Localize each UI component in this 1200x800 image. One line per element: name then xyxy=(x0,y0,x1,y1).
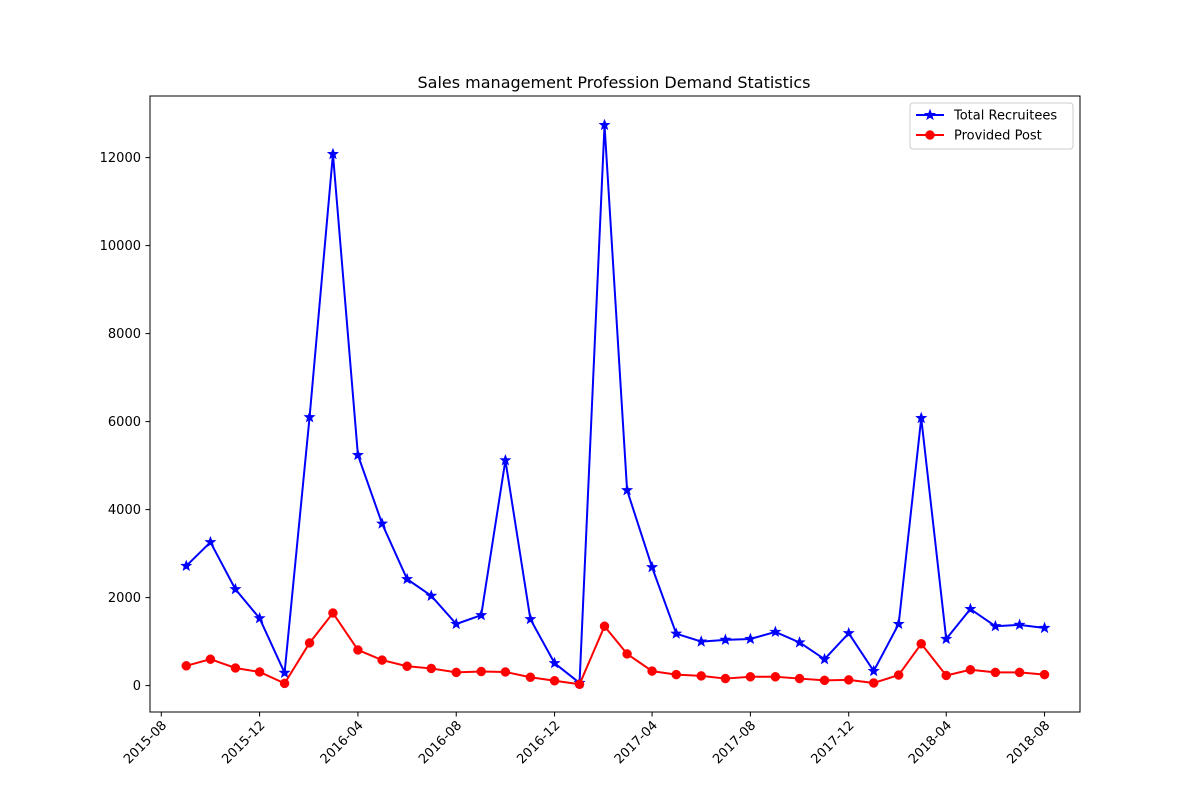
data-point-0-35 xyxy=(1038,621,1051,634)
series-line-0 xyxy=(185,124,1045,684)
data-point-0-34 xyxy=(1013,618,1026,631)
data-point-1-14 xyxy=(525,672,536,682)
data-point-0-1 xyxy=(204,535,217,548)
plot-area xyxy=(180,118,1051,690)
series-0 xyxy=(180,118,1051,689)
legend: Total Recruitees Provided Post xyxy=(909,102,1074,150)
y-tick-label: 6000 xyxy=(108,415,141,430)
data-point-1-33 xyxy=(990,667,1001,678)
data-point-1-12 xyxy=(476,666,486,677)
data-point-0-29 xyxy=(892,617,905,630)
data-point-1-18 xyxy=(622,649,632,659)
data-point-0-24 xyxy=(769,625,782,638)
data-point-0-12 xyxy=(475,608,488,621)
y-tick-label: 12000 xyxy=(100,151,141,166)
series-1 xyxy=(181,608,1050,690)
data-point-1-16 xyxy=(574,679,585,690)
chart-title: Sales management Profession Demand Stati… xyxy=(417,73,810,92)
legend-item-0: Total Recruitees xyxy=(916,109,1057,124)
data-point-1-0 xyxy=(181,661,192,671)
data-point-1-2 xyxy=(230,663,241,673)
y-tick-label: 10000 xyxy=(100,239,141,254)
data-point-0-3 xyxy=(253,611,266,624)
data-point-1-1 xyxy=(205,654,216,664)
y-tick-label: 8000 xyxy=(108,327,141,342)
data-point-1-34 xyxy=(1014,667,1025,678)
data-point-0-25 xyxy=(793,636,806,648)
data-point-1-35 xyxy=(1039,669,1050,680)
data-point-0-5 xyxy=(303,410,316,423)
data-point-1-4 xyxy=(279,678,290,689)
data-point-1-10 xyxy=(426,663,437,674)
legend-label: Provided Post xyxy=(954,129,1042,144)
y-tick-label: 0 xyxy=(133,679,141,694)
data-point-0-27 xyxy=(842,626,855,639)
data-point-0-30 xyxy=(915,411,928,424)
data-point-0-15 xyxy=(548,656,561,669)
data-point-0-14 xyxy=(524,612,537,625)
legend-marker xyxy=(925,130,935,140)
data-point-1-29 xyxy=(893,670,904,680)
axes-frame xyxy=(149,95,1081,713)
data-point-0-4 xyxy=(278,666,291,678)
data-point-1-11 xyxy=(451,667,461,678)
data-point-0-28 xyxy=(867,664,880,677)
y-tick-label: 4000 xyxy=(108,503,141,518)
data-point-0-20 xyxy=(670,627,683,639)
legend-box xyxy=(909,102,1074,150)
data-point-0-33 xyxy=(989,619,1002,632)
data-point-1-3 xyxy=(254,667,265,677)
data-point-0-26 xyxy=(818,652,831,665)
legend-marker xyxy=(923,108,937,121)
data-point-1-27 xyxy=(843,675,854,685)
data-point-1-25 xyxy=(794,673,805,684)
data-point-0-6 xyxy=(326,147,339,160)
data-point-0-13 xyxy=(499,453,512,466)
data-point-1-15 xyxy=(549,676,560,686)
data-point-0-2 xyxy=(229,582,242,595)
data-point-0-0 xyxy=(180,559,193,572)
data-point-1-21 xyxy=(696,671,706,681)
data-point-1-7 xyxy=(353,645,363,655)
legend-label: Total Recruitees xyxy=(953,109,1057,124)
data-point-0-32 xyxy=(964,602,977,615)
data-point-0-21 xyxy=(695,635,708,647)
series-line-1 xyxy=(186,612,1045,686)
data-point-0-7 xyxy=(351,448,364,461)
data-point-1-23 xyxy=(745,672,756,682)
legend-item-1: Provided Post xyxy=(916,129,1042,144)
data-point-1-19 xyxy=(647,666,657,676)
data-point-0-19 xyxy=(646,560,659,573)
data-point-0-31 xyxy=(940,632,953,645)
data-point-1-20 xyxy=(671,669,681,680)
data-point-0-18 xyxy=(621,483,634,496)
data-point-0-8 xyxy=(376,517,389,529)
data-point-0-17 xyxy=(598,118,611,131)
y-tick-label: 2000 xyxy=(108,591,141,606)
data-point-0-23 xyxy=(744,632,757,645)
data-point-1-9 xyxy=(402,661,412,671)
data-point-1-31 xyxy=(941,670,951,681)
data-point-1-26 xyxy=(819,675,830,686)
data-point-1-17 xyxy=(599,621,610,631)
data-point-1-6 xyxy=(328,608,338,618)
data-point-1-24 xyxy=(770,672,781,682)
data-point-1-28 xyxy=(868,678,879,688)
data-point-0-10 xyxy=(425,589,438,601)
data-point-0-22 xyxy=(719,633,732,645)
data-point-1-13 xyxy=(500,667,511,677)
data-point-1-32 xyxy=(965,665,976,675)
data-point-0-11 xyxy=(450,617,463,630)
data-point-1-8 xyxy=(377,655,387,665)
data-point-1-5 xyxy=(304,638,315,648)
data-point-0-9 xyxy=(401,572,414,585)
data-point-1-30 xyxy=(916,639,926,649)
data-point-1-22 xyxy=(720,673,731,684)
